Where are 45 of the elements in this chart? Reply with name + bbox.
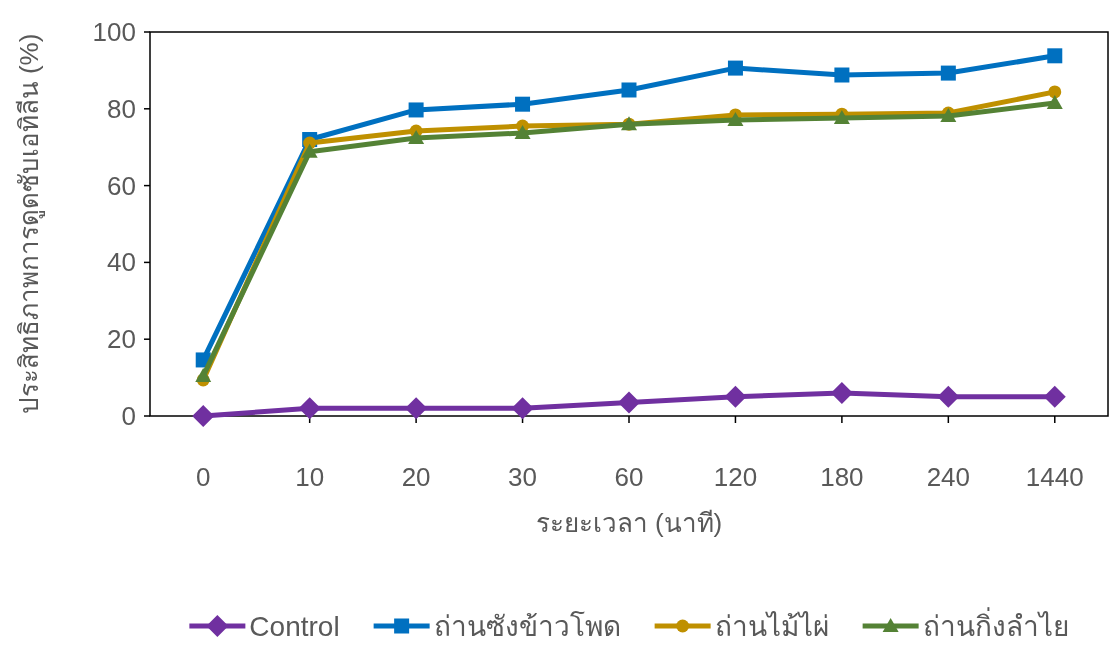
point	[515, 96, 531, 112]
point	[1043, 385, 1066, 408]
y-tick-label: 60	[107, 170, 136, 201]
legend-label: ถ่านไม้ไผ่	[714, 611, 829, 642]
x-tick-label: 120	[713, 462, 758, 492]
x-tick-label: 0	[195, 462, 211, 492]
y-tick-label: 20	[107, 324, 136, 355]
x-tick-label: 1440	[1025, 462, 1084, 492]
point	[937, 385, 960, 408]
x-tick-label: 240	[926, 462, 971, 492]
point	[195, 368, 212, 383]
point	[408, 102, 424, 118]
legend-label: Control	[249, 611, 340, 642]
point	[727, 60, 743, 76]
x-tick-label: 30	[508, 462, 538, 492]
x-tick-label: 60	[614, 462, 644, 492]
y-tick-label: 0	[121, 401, 136, 431]
point	[192, 405, 215, 427]
point	[301, 143, 318, 158]
point	[1048, 85, 1062, 99]
x-axis-title: ระยะเวลา (นาที)	[535, 508, 723, 538]
point	[940, 65, 956, 81]
point	[618, 391, 640, 414]
y-tick-label: 80	[107, 93, 136, 124]
point	[298, 397, 321, 420]
point	[727, 111, 744, 126]
point	[724, 385, 747, 408]
point	[408, 129, 425, 144]
point	[830, 381, 853, 404]
y-tick-label: 100	[92, 17, 136, 47]
y-axis-title: ประสิทธิภาพการดูดซับเอทิลีน (%)	[14, 33, 45, 415]
y-tick-label: 40	[107, 247, 136, 278]
legend-label: ถ่านซังข้าวโพด	[433, 610, 621, 642]
point	[834, 67, 850, 83]
point	[1046, 95, 1063, 110]
x-tick-label: 20	[401, 462, 431, 492]
legend-label: ถ่านกิ่งลำไย	[922, 607, 1069, 642]
point	[405, 397, 428, 420]
point	[833, 110, 850, 125]
point	[1047, 48, 1063, 64]
x-tick-label: 180	[820, 462, 864, 492]
point	[514, 124, 531, 139]
x-tick-label: 10	[295, 462, 325, 492]
point	[511, 397, 534, 420]
point	[621, 82, 637, 98]
